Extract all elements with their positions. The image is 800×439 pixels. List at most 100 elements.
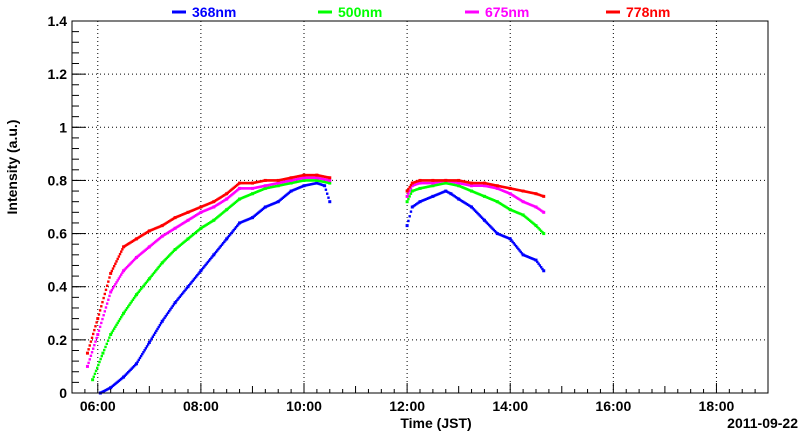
data-point bbox=[105, 342, 108, 346]
data-point bbox=[116, 257, 119, 261]
data-point bbox=[107, 298, 110, 301]
data-point bbox=[129, 301, 132, 305]
data-point bbox=[170, 306, 173, 309]
data-point bbox=[94, 325, 97, 328]
data-point bbox=[95, 336, 98, 340]
data-point bbox=[111, 267, 115, 270]
data-point bbox=[508, 237, 512, 241]
data-point bbox=[542, 232, 546, 236]
data-point bbox=[416, 182, 419, 186]
data-point bbox=[231, 230, 234, 233]
data-point bbox=[405, 189, 409, 193]
data-point bbox=[175, 300, 178, 303]
data-point bbox=[146, 343, 150, 346]
data-point bbox=[91, 347, 95, 350]
data-point bbox=[142, 284, 145, 288]
data-point bbox=[98, 309, 102, 312]
data-point bbox=[454, 196, 458, 199]
data-point bbox=[112, 285, 116, 288]
data-point bbox=[114, 283, 117, 286]
data-point bbox=[98, 325, 102, 329]
data-point bbox=[187, 284, 191, 287]
data-point bbox=[324, 188, 328, 191]
data-point bbox=[134, 295, 137, 298]
legend-label: 500nm bbox=[338, 4, 382, 20]
data-point bbox=[190, 281, 193, 284]
data-point bbox=[218, 246, 221, 249]
x-axis-title: Time (JST) bbox=[400, 415, 471, 431]
data-point bbox=[104, 288, 108, 292]
data-point bbox=[232, 228, 235, 232]
data-point bbox=[405, 224, 409, 228]
data-point bbox=[226, 236, 230, 239]
data-point bbox=[124, 308, 128, 312]
data-point bbox=[536, 192, 539, 196]
data-point bbox=[109, 271, 113, 275]
data-point bbox=[150, 274, 153, 278]
y-tick-label: 0 bbox=[59, 385, 67, 401]
y-tick-label: 1.2 bbox=[48, 66, 68, 82]
data-point bbox=[414, 188, 418, 191]
data-point bbox=[151, 335, 155, 338]
data-point bbox=[104, 306, 108, 309]
data-point bbox=[316, 182, 320, 185]
data-point bbox=[221, 242, 225, 245]
data-point bbox=[137, 358, 140, 362]
data-point bbox=[89, 354, 93, 357]
data-point bbox=[104, 345, 107, 349]
data-point bbox=[405, 200, 409, 204]
data-point bbox=[97, 363, 100, 367]
data-point bbox=[192, 278, 196, 281]
data-point bbox=[487, 223, 491, 227]
y-tick-label: 0.8 bbox=[48, 172, 68, 188]
data-point bbox=[111, 329, 115, 332]
data-point bbox=[534, 192, 538, 196]
data-point bbox=[412, 204, 415, 208]
data-point bbox=[542, 269, 546, 273]
data-point bbox=[160, 319, 164, 323]
data-point bbox=[131, 298, 135, 301]
data-point bbox=[117, 319, 121, 323]
data-point bbox=[412, 184, 415, 187]
data-point bbox=[412, 189, 415, 192]
data-point bbox=[150, 337, 153, 340]
data-point bbox=[227, 234, 231, 238]
data-point bbox=[125, 372, 129, 375]
data-point bbox=[121, 248, 124, 251]
data-point bbox=[137, 290, 140, 293]
data-point bbox=[100, 305, 103, 308]
data-point bbox=[409, 183, 413, 187]
data-point bbox=[128, 263, 131, 266]
data-point bbox=[413, 183, 417, 187]
data-point bbox=[93, 343, 96, 347]
data-point bbox=[163, 259, 166, 262]
y-tick-label: 0.4 bbox=[48, 279, 68, 295]
data-point bbox=[519, 250, 522, 254]
data-point bbox=[123, 374, 126, 378]
data-point bbox=[449, 192, 453, 196]
data-point bbox=[132, 296, 136, 300]
legend: 368nm 500nm 675nm 778nm bbox=[172, 4, 670, 20]
data-point bbox=[99, 357, 102, 361]
data-point bbox=[98, 360, 101, 364]
data-point bbox=[445, 190, 449, 193]
data-point bbox=[539, 229, 543, 233]
data-point bbox=[100, 321, 103, 325]
data-point bbox=[413, 204, 417, 207]
data-point bbox=[202, 266, 205, 270]
data-point bbox=[171, 304, 174, 308]
data-point bbox=[409, 187, 413, 190]
data-point bbox=[416, 180, 419, 183]
plot-frame bbox=[71, 20, 769, 394]
data-point bbox=[536, 206, 539, 210]
data-point bbox=[108, 294, 111, 298]
data-point bbox=[416, 188, 419, 191]
data-point bbox=[143, 283, 146, 286]
data-point bbox=[539, 209, 543, 212]
y-tick-label: 0.6 bbox=[48, 226, 68, 242]
data-point bbox=[96, 366, 99, 370]
data-point bbox=[112, 264, 116, 268]
data-point bbox=[108, 336, 111, 339]
data-point bbox=[193, 276, 197, 280]
data-point bbox=[117, 277, 121, 280]
